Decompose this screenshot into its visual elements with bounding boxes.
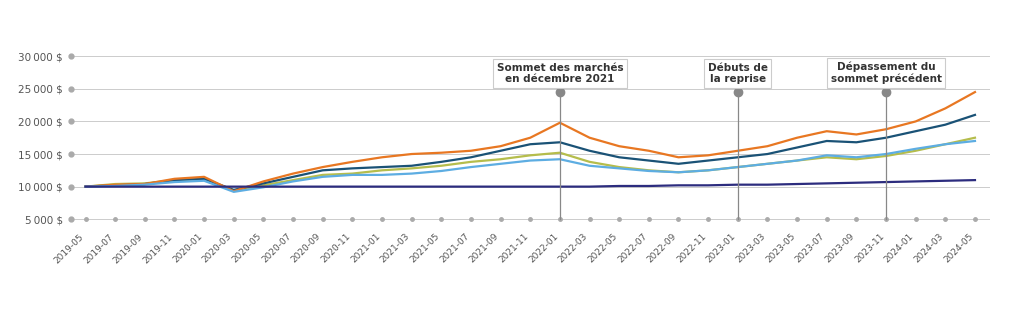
- Text: Sommet des marchés
en décembre 2021: Sommet des marchés en décembre 2021: [497, 63, 623, 84]
- Text: Débuts de
la reprise: Débuts de la reprise: [708, 63, 768, 84]
- Text: Dépassement du
sommet précédent: Dépassement du sommet précédent: [830, 61, 941, 84]
